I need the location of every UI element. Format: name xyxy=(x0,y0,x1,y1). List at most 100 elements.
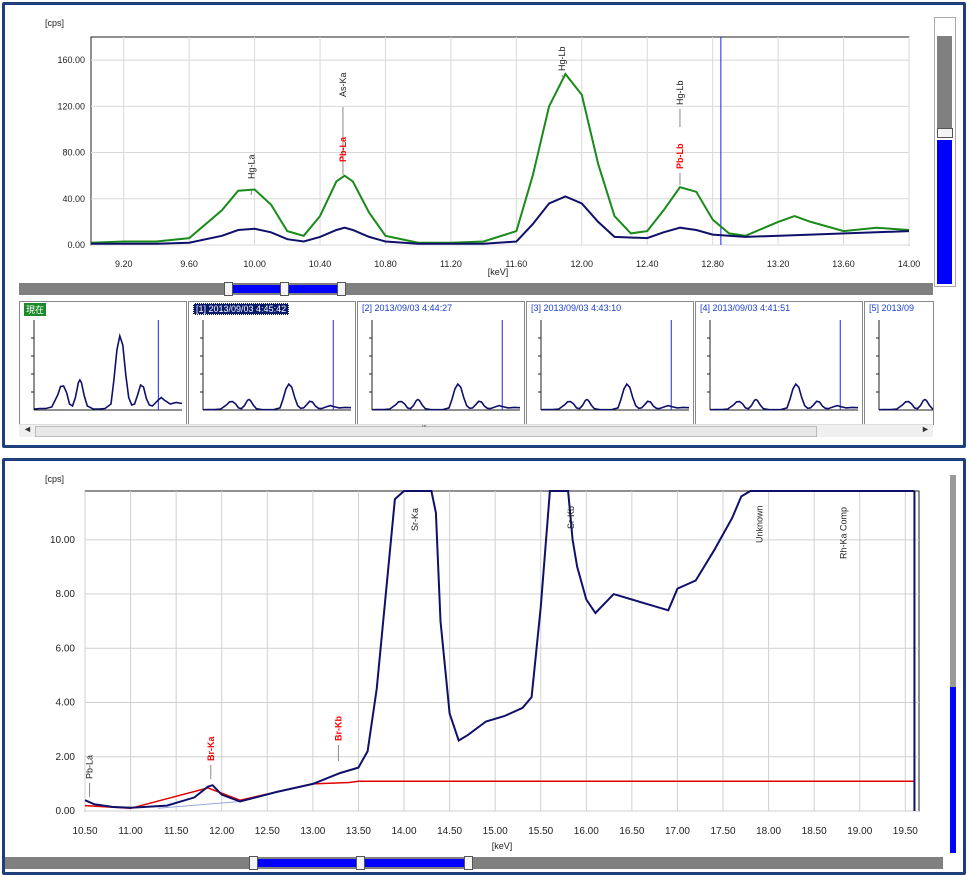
bottom-x-tick-label: 15.00 xyxy=(483,826,508,837)
mini-series xyxy=(33,332,183,410)
mini-series xyxy=(709,382,859,411)
bottom-peak-label: Sr-Ka xyxy=(410,508,420,531)
top-vertical-scrollbar[interactable] xyxy=(934,17,956,287)
bottom-x-tick-label: 19.00 xyxy=(847,826,872,837)
top-y-unit: [cps] xyxy=(45,18,64,28)
history-thumb-chart xyxy=(876,320,933,411)
mini-series xyxy=(878,398,933,411)
bottom-x-tick-label: 17.50 xyxy=(711,826,736,837)
top-peak-label: Hg-Lb xyxy=(675,80,685,105)
top-x-tick-label: 14.00 xyxy=(898,259,921,269)
bottom-vertical-scrollbar[interactable] xyxy=(950,687,956,853)
bottom-series-navy xyxy=(84,490,915,809)
bottom-y-tick-label: 10.00 xyxy=(50,535,75,546)
bottom-y-tick-label: 4.00 xyxy=(56,698,76,709)
bottom-background-line xyxy=(157,801,240,809)
top-x-tick-label: 12.00 xyxy=(571,259,594,269)
bottom-x-tick-label: 16.00 xyxy=(574,826,599,837)
bottom-peak-label: Sr-Kb xyxy=(566,506,576,529)
history-thumb-2[interactable]: [2] 2013/09/03 4:44:27 xyxy=(357,301,525,425)
top-x-tick-label: 9.20 xyxy=(115,259,133,269)
top-x-tick-label: 13.20 xyxy=(767,259,790,269)
bottom-x-tick-label: 18.50 xyxy=(802,826,827,837)
history-item-label: [3] 2013/09/03 4:43:10 xyxy=(531,303,622,313)
history-thumb-5[interactable]: [5] 2013/09 xyxy=(864,301,934,425)
bottom-spectrum-chart: [cps] [keV] 0.00 2.00 4.00 6.00 8.00 10.00 10.… xyxy=(45,474,920,851)
top-peak-label: As-Ka xyxy=(338,72,348,97)
scroll-right-arrow-icon[interactable]: ► xyxy=(921,424,930,434)
bottom-zoom-right-handle[interactable] xyxy=(464,856,473,870)
history-item-label: [4] 2013/09/03 4:41:51 xyxy=(700,303,791,313)
history-thumb-3[interactable]: [3] 2013/09/03 4:43:10 xyxy=(526,301,694,425)
top-x-tick-label: 11.20 xyxy=(440,259,462,269)
bottom-y-unit: [cps] xyxy=(45,474,64,484)
top-y-tick-label: 0.00 xyxy=(67,240,85,250)
bottom-x-tick-label: 11.00 xyxy=(118,826,143,837)
top-zoom-left-handle[interactable] xyxy=(224,282,233,296)
history-item-label: [1] 2013/09/03 4:45:42 xyxy=(193,303,290,315)
bottom-zoom-scrollbar[interactable] xyxy=(5,856,943,870)
history-scrollbar[interactable]: ◄ ''' ► xyxy=(19,424,933,437)
top-zoom-scrollbar[interactable] xyxy=(19,282,933,296)
top-peak-label: Hg-Lb xyxy=(557,46,567,71)
bottom-x-tick-label: 15.50 xyxy=(528,826,553,837)
history-thumb-current[interactable]: 現在 xyxy=(19,301,187,425)
top-x-tick-label: 9.60 xyxy=(180,259,198,269)
bottom-x-tick-label: 11.50 xyxy=(164,826,189,837)
scroll-left-arrow-icon[interactable]: ◄ xyxy=(23,424,32,434)
top-vscroll-gray xyxy=(937,36,952,138)
top-x-tick-label: 11.60 xyxy=(505,259,527,269)
bottom-x-tick-label: 14.00 xyxy=(392,826,417,837)
history-scroll-thumb[interactable]: ''' xyxy=(35,424,817,437)
top-series-green xyxy=(90,72,910,244)
top-vscroll-thumb[interactable] xyxy=(937,128,953,138)
bottom-x-unit: [keV] xyxy=(492,841,513,851)
bottom-x-tick-label: 18.00 xyxy=(756,826,781,837)
history-thumb-4[interactable]: [4] 2013/09/03 4:41:51 xyxy=(695,301,863,425)
mini-series xyxy=(540,382,690,411)
bottom-x-tick-label: 13.50 xyxy=(346,826,371,837)
top-y-tick-label: 40.00 xyxy=(62,194,85,204)
bottom-zoom-left-handle[interactable] xyxy=(249,856,258,870)
bottom-x-tick-label: 12.00 xyxy=(209,826,234,837)
top-peak-label: Pb-Lb xyxy=(675,143,685,169)
bottom-x-tick-label: 16.50 xyxy=(619,826,644,837)
bottom-y-tick-label: 2.00 xyxy=(56,752,76,763)
top-zoom-center-handle[interactable] xyxy=(280,282,289,296)
top-peak-label: Pb-La xyxy=(338,136,348,162)
bottom-x-tick-label: 17.00 xyxy=(665,826,690,837)
top-y-tick-label: 80.00 xyxy=(62,148,85,158)
bottom-peak-label: Br-Kb xyxy=(333,716,343,741)
top-vscroll-blue xyxy=(937,140,952,284)
top-spectrum-chart: [cps] [keV] 0.00 40.00 80.00 120.00 160.00 9.… xyxy=(45,18,921,277)
history-thumb-chart xyxy=(707,320,859,411)
bottom-x-tick-label: 19.50 xyxy=(893,826,918,837)
history-thumb-chart xyxy=(200,320,352,411)
bottom-y-tick-label: 6.00 xyxy=(56,643,76,654)
bottom-peak-label: Unknown xyxy=(754,505,764,543)
top-plot-area xyxy=(90,36,910,246)
mini-series xyxy=(202,382,352,411)
bottom-x-tick-label: 13.00 xyxy=(300,826,325,837)
bottom-y-tick-label: 0.00 xyxy=(56,806,76,817)
bottom-peak-label: Rh-Ka Comp xyxy=(838,507,848,559)
top-x-tick-label: 12.40 xyxy=(636,259,659,269)
top-zoom-right-handle[interactable] xyxy=(337,282,346,296)
history-thumb-1[interactable]: [1] 2013/09/03 4:45:42 xyxy=(188,301,356,425)
top-peak-label: Hg-La xyxy=(246,154,256,179)
top-x-tick-label: 12.80 xyxy=(701,259,724,269)
bottom-x-tick-label: 12.50 xyxy=(255,826,280,837)
bottom-spectrum-panel: [cps] [keV] 0.00 2.00 4.00 6.00 8.00 10.00 10.… xyxy=(2,458,966,875)
history-item-label: [2] 2013/09/03 4:44:27 xyxy=(362,303,453,313)
bottom-peak-label: Br-Ka xyxy=(206,736,216,761)
top-x-unit: [keV] xyxy=(488,267,509,277)
top-y-tick-label: 160.00 xyxy=(57,55,85,65)
history-item-label: [5] 2013/09 xyxy=(869,303,915,313)
top-x-tick-label: 10.80 xyxy=(374,259,397,269)
top-y-tick-label: 120.00 xyxy=(57,101,85,111)
bottom-plot-area xyxy=(84,490,920,812)
top-x-tick-label: 13.60 xyxy=(832,259,855,269)
bottom-zoom-center-handle[interactable] xyxy=(356,856,365,870)
history-thumb-chart xyxy=(538,320,690,411)
mini-series xyxy=(371,382,521,411)
